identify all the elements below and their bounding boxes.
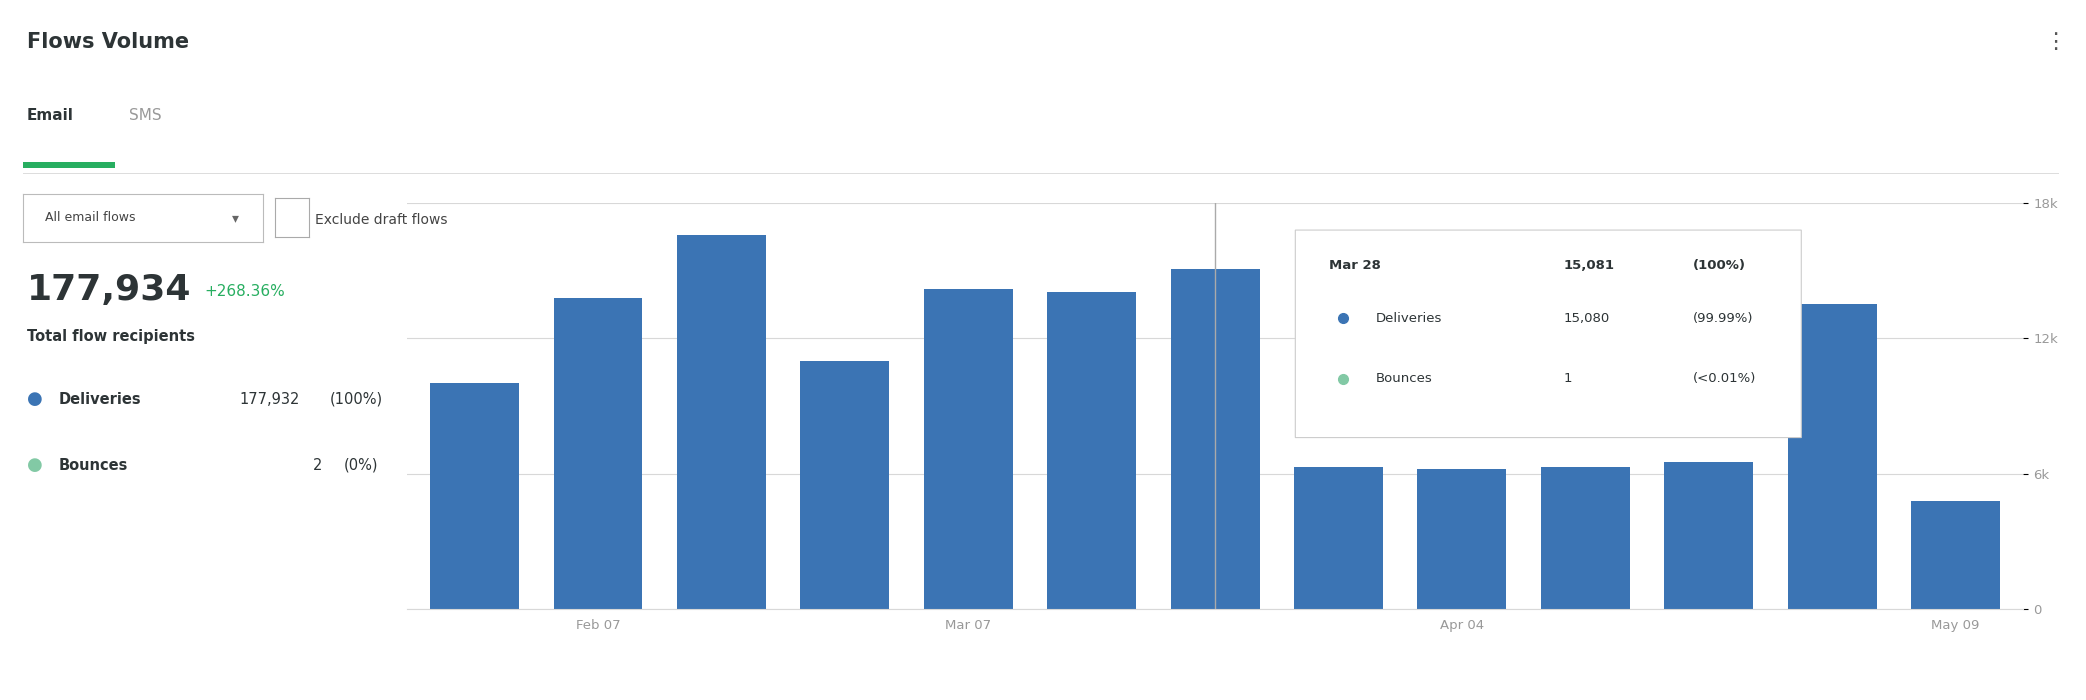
Bar [1418,469,1506,609]
Bar [430,384,519,609]
Text: (100%): (100%) [1692,260,1746,272]
Text: Deliveries: Deliveries [1375,312,1441,325]
Bar [1047,292,1137,609]
Bar [1293,467,1383,609]
Bar [1911,500,2000,609]
Text: 15,080: 15,080 [1562,312,1610,325]
Text: 177,932: 177,932 [240,391,300,407]
Text: (99.99%): (99.99%) [1692,312,1752,325]
Text: ●: ● [27,390,44,408]
Bar [1665,463,1752,609]
Text: 177,934: 177,934 [27,273,192,307]
Text: Bounces: Bounces [1375,372,1433,386]
Text: (0%): (0%) [344,458,380,473]
Text: 1: 1 [1562,372,1571,386]
Text: Exclude draft flows: Exclude draft flows [315,214,448,228]
Text: Flows Volume: Flows Volume [27,32,190,52]
Bar [678,234,766,609]
Bar [924,288,1012,609]
FancyBboxPatch shape [1295,230,1802,438]
Text: Bounces: Bounces [58,458,127,473]
Text: ▾: ▾ [232,211,238,225]
Text: 2: 2 [313,458,321,473]
Bar [1542,467,1629,609]
Text: Email: Email [27,108,73,123]
Bar [801,361,889,609]
Text: All email flows: All email flows [44,211,136,224]
Text: ⋮: ⋮ [2044,32,2065,52]
Bar [1170,269,1260,609]
Text: Total flow recipients: Total flow recipients [27,329,196,344]
Text: Mar 28: Mar 28 [1329,260,1381,272]
Text: SMS: SMS [129,108,163,123]
Text: ●: ● [27,456,44,475]
Text: (<0.01%): (<0.01%) [1692,372,1756,386]
Bar [1788,304,1877,609]
Text: (100%): (100%) [330,391,382,407]
Text: Deliveries: Deliveries [58,391,142,407]
Bar [553,298,642,609]
Text: 15,081: 15,081 [1562,260,1615,272]
Text: +268.36%: +268.36% [204,284,286,298]
